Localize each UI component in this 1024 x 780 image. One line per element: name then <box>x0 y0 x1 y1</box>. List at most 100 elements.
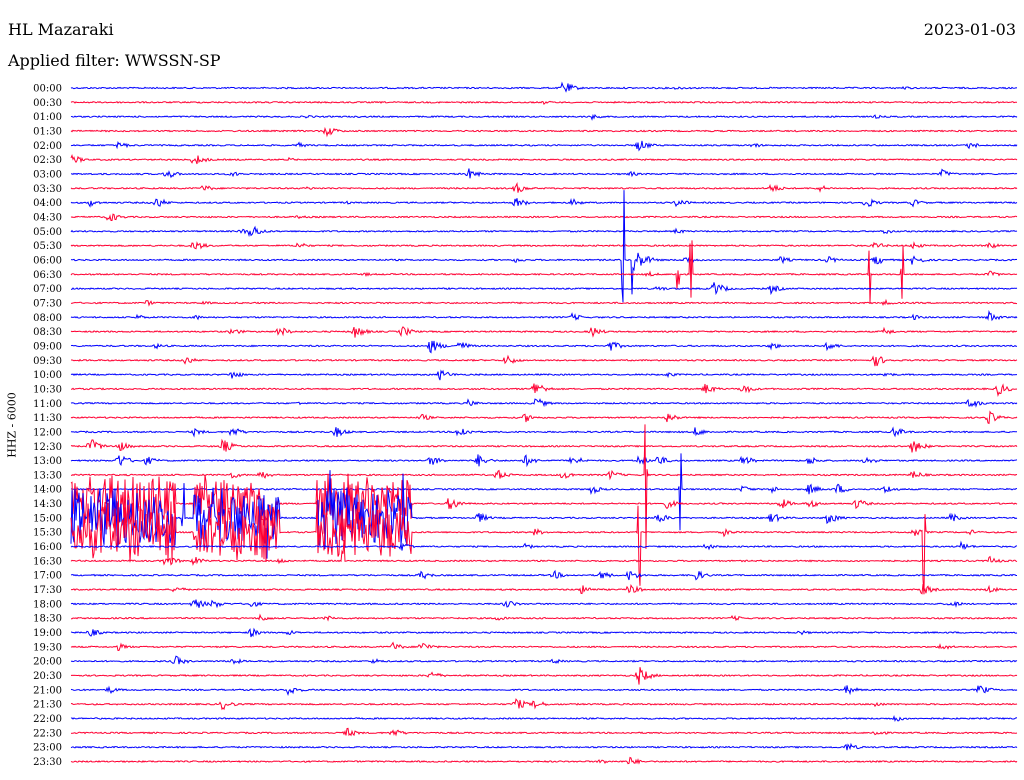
time-label: 09:00 <box>33 341 62 352</box>
trace-0900 <box>70 340 1018 354</box>
time-label: 11:30 <box>33 413 62 424</box>
filter-label: Applied filter: WWSSN-SP <box>8 51 221 70</box>
trace-0330 <box>70 181 1018 193</box>
trace-2130 <box>70 698 1018 711</box>
time-label: 01:30 <box>33 126 62 137</box>
trace-1100 <box>70 398 1018 408</box>
trace-0300 <box>70 168 1018 179</box>
trace-1630 <box>70 540 1018 567</box>
trace-2330 <box>70 756 1018 765</box>
time-label: 04:00 <box>33 198 62 209</box>
trace-1030 <box>70 383 1018 398</box>
time-label: 13:30 <box>33 470 62 481</box>
time-label: 07:00 <box>33 284 62 295</box>
time-label: 23:00 <box>33 743 62 754</box>
trace-0730 <box>70 298 1018 307</box>
trace-0530 <box>70 241 1018 250</box>
time-label: 03:00 <box>33 169 62 180</box>
trace-1500 <box>70 470 1018 559</box>
time-label: 06:00 <box>33 255 62 266</box>
trace-0130 <box>70 126 1018 138</box>
time-label: 16:30 <box>33 556 62 567</box>
trace-2230 <box>70 727 1018 737</box>
time-label: 17:00 <box>33 571 62 582</box>
trace-0430 <box>70 213 1018 221</box>
time-label: 05:30 <box>33 241 62 252</box>
time-label: 12:30 <box>33 442 62 453</box>
trace-1400 <box>70 453 1017 531</box>
trace-0000 <box>70 81 1018 93</box>
station-title: HL Mazaraki <box>8 20 114 39</box>
time-label: 19:30 <box>33 642 62 653</box>
time-label: 17:30 <box>33 585 62 596</box>
time-label: 15:00 <box>33 513 62 524</box>
trace-0100 <box>70 113 1018 121</box>
trace-2300 <box>70 742 1018 751</box>
time-label: 21:00 <box>33 685 62 696</box>
date-title: 2023-01-03 <box>923 20 1016 39</box>
trace-0600 <box>70 190 1018 303</box>
trace-1800 <box>70 599 1018 609</box>
time-label: 04:30 <box>33 212 62 223</box>
time-label: 20:30 <box>33 671 62 682</box>
trace-0830 <box>70 326 1018 338</box>
trace-1200 <box>70 426 1017 438</box>
trace-0800 <box>70 309 1018 322</box>
trace-1900 <box>70 627 1018 638</box>
time-label: 02:30 <box>33 155 62 166</box>
time-label: 19:00 <box>33 628 62 639</box>
trace-1930 <box>70 641 1018 652</box>
time-label: 02:00 <box>33 141 62 152</box>
time-label: 12:00 <box>33 427 62 438</box>
trace-0700 <box>70 282 1018 296</box>
time-label: 10:00 <box>33 370 62 381</box>
time-label: 14:30 <box>33 499 62 510</box>
time-label: 16:00 <box>33 542 62 553</box>
trace-1330 <box>70 424 1018 549</box>
time-label: 18:00 <box>33 599 62 610</box>
trace-2200 <box>70 715 1018 723</box>
trace-1000 <box>70 369 1017 381</box>
time-label: 21:30 <box>33 700 62 711</box>
time-label: 01:00 <box>33 112 62 123</box>
trace-2000 <box>70 655 1018 665</box>
traces <box>70 81 1018 765</box>
trace-2100 <box>70 685 1018 696</box>
time-label: 11:00 <box>33 399 62 410</box>
trace-1600 <box>70 540 1018 551</box>
time-label: 07:30 <box>33 298 62 309</box>
trace-0200 <box>70 140 1018 152</box>
time-label: 22:30 <box>33 728 62 739</box>
time-label: 03:30 <box>33 184 62 195</box>
time-label: 15:30 <box>33 528 62 539</box>
trace-0030 <box>70 100 1018 105</box>
trace-2030 <box>70 667 1018 685</box>
time-label: 09:30 <box>33 356 62 367</box>
trace-1730 <box>70 583 1018 595</box>
time-label: 05:00 <box>33 227 62 238</box>
trace-1300 <box>70 454 1018 468</box>
time-label: 00:30 <box>33 98 62 109</box>
trace-1530 <box>70 500 1018 595</box>
time-label: 00:00 <box>33 84 62 95</box>
trace-0500 <box>70 225 1018 238</box>
time-label: 18:30 <box>33 614 62 625</box>
trace-1830 <box>70 613 1018 622</box>
time-label: 06:30 <box>33 270 62 281</box>
trace-0930 <box>71 354 1018 367</box>
time-label: 14:00 <box>33 485 62 496</box>
trace-1130 <box>70 410 1018 425</box>
trace-1430 <box>70 473 1018 535</box>
trace-0630 <box>70 240 1018 303</box>
time-label: 23:30 <box>33 757 62 768</box>
trace-1700 <box>70 569 1017 581</box>
time-label: 08:00 <box>33 313 62 324</box>
trace-1230 <box>70 438 1018 453</box>
trace-0400 <box>70 198 1018 208</box>
time-label: 13:00 <box>33 456 62 467</box>
time-label: 08:30 <box>33 327 62 338</box>
time-label: 20:00 <box>33 657 62 668</box>
time-label: 22:00 <box>33 714 62 725</box>
time-labels: 00:00 00:30 01:00 01:30 02:00 02:30 03:00 03:30… <box>33 84 62 769</box>
